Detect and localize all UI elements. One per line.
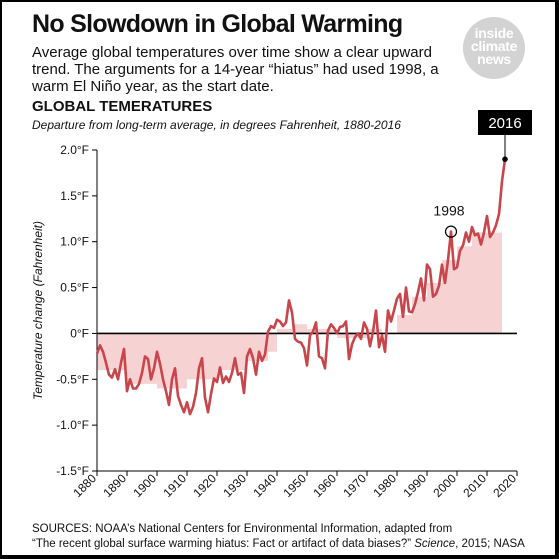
graphic-frame: No Slowdown in Global Warming Average gl… bbox=[2, 2, 555, 555]
dek: Average global temperatures over time sh… bbox=[32, 44, 439, 95]
average-bar bbox=[472, 232, 502, 334]
temperature-chart: 2.0°F 1.5°F 1.0°F 0.5°F 0°F -0.5°F -1.0°F -1.5°… bbox=[31, 110, 532, 500]
callout-2016-label: 2016 bbox=[488, 115, 521, 132]
x-tick-label: 2000 bbox=[430, 471, 459, 500]
chart-title: GLOBAL TEMERATURES bbox=[32, 98, 213, 115]
average-bar bbox=[307, 328, 337, 334]
average-bar bbox=[427, 282, 442, 334]
sources-note: SOURCES: NOAA’s National Centers for Env… bbox=[32, 522, 552, 552]
x-tick-label: 1950 bbox=[280, 471, 309, 500]
y-tick-label: 1.5°F bbox=[60, 189, 89, 203]
logo-word: climate bbox=[470, 38, 518, 54]
logo-word: inside bbox=[474, 25, 514, 41]
average-bar bbox=[457, 246, 472, 334]
average-bar bbox=[367, 328, 382, 334]
chart-subtitle: Departure from long-term average, in deg… bbox=[32, 118, 401, 132]
y-tick-label: -1.0°F bbox=[56, 418, 89, 432]
x-tick-label: 1900 bbox=[130, 471, 159, 500]
x-tick-label: 1930 bbox=[220, 471, 249, 500]
x-tick-label: 2010 bbox=[460, 471, 489, 500]
y-tick-label: -0.5°F bbox=[56, 372, 89, 386]
inside-climate-news-logo: inside climate news bbox=[463, 17, 525, 79]
temperature-line bbox=[95, 159, 507, 416]
average-bar bbox=[292, 324, 307, 334]
callout-2016-dot bbox=[502, 156, 508, 162]
callout-1998-label: 1998 bbox=[433, 203, 464, 219]
x-tick-label: 1940 bbox=[250, 471, 279, 500]
y-axis-label: Temperature change (Fahrenheit) bbox=[31, 221, 45, 400]
y-tick-label: 1.0°F bbox=[60, 235, 89, 249]
headline: No Slowdown in Global Warming bbox=[32, 10, 403, 38]
x-tick-label: 2020 bbox=[490, 471, 519, 500]
average-bar bbox=[277, 328, 292, 334]
x-tick-label: 1970 bbox=[340, 471, 369, 500]
x-tick-label: 1920 bbox=[190, 471, 219, 500]
sources-line: “The recent global surface warming hiatu… bbox=[32, 537, 552, 552]
sources-citation: “The recent global surface warming hiatu… bbox=[32, 538, 412, 550]
sources-journal: Science bbox=[414, 538, 456, 550]
x-tick-label: 1990 bbox=[400, 471, 429, 500]
x-tick-label: 1890 bbox=[100, 471, 129, 500]
average-bar bbox=[397, 315, 412, 334]
average-bar bbox=[217, 333, 247, 371]
average-bar bbox=[268, 333, 277, 352]
x-tick-label: 1980 bbox=[370, 471, 399, 500]
logo-word: news bbox=[477, 51, 511, 67]
callout-1998-circle bbox=[444, 225, 458, 238]
y-tick-label: -1.5°F bbox=[56, 464, 89, 478]
y-tick-label: 2.0°F bbox=[60, 143, 89, 157]
x-tick-label: 1960 bbox=[310, 471, 339, 500]
sources-line: SOURCES: NOAA’s National Centers for Env… bbox=[32, 523, 453, 535]
average-bar bbox=[412, 296, 427, 334]
callout-2016-box bbox=[478, 110, 532, 135]
x-tick-label: 1910 bbox=[160, 471, 189, 500]
sources-year: , 2015; NASA bbox=[455, 538, 525, 550]
y-tick-label: 0°F bbox=[70, 326, 89, 340]
average-bar bbox=[337, 333, 367, 339]
y-tick-label: 0.5°F bbox=[60, 281, 89, 295]
